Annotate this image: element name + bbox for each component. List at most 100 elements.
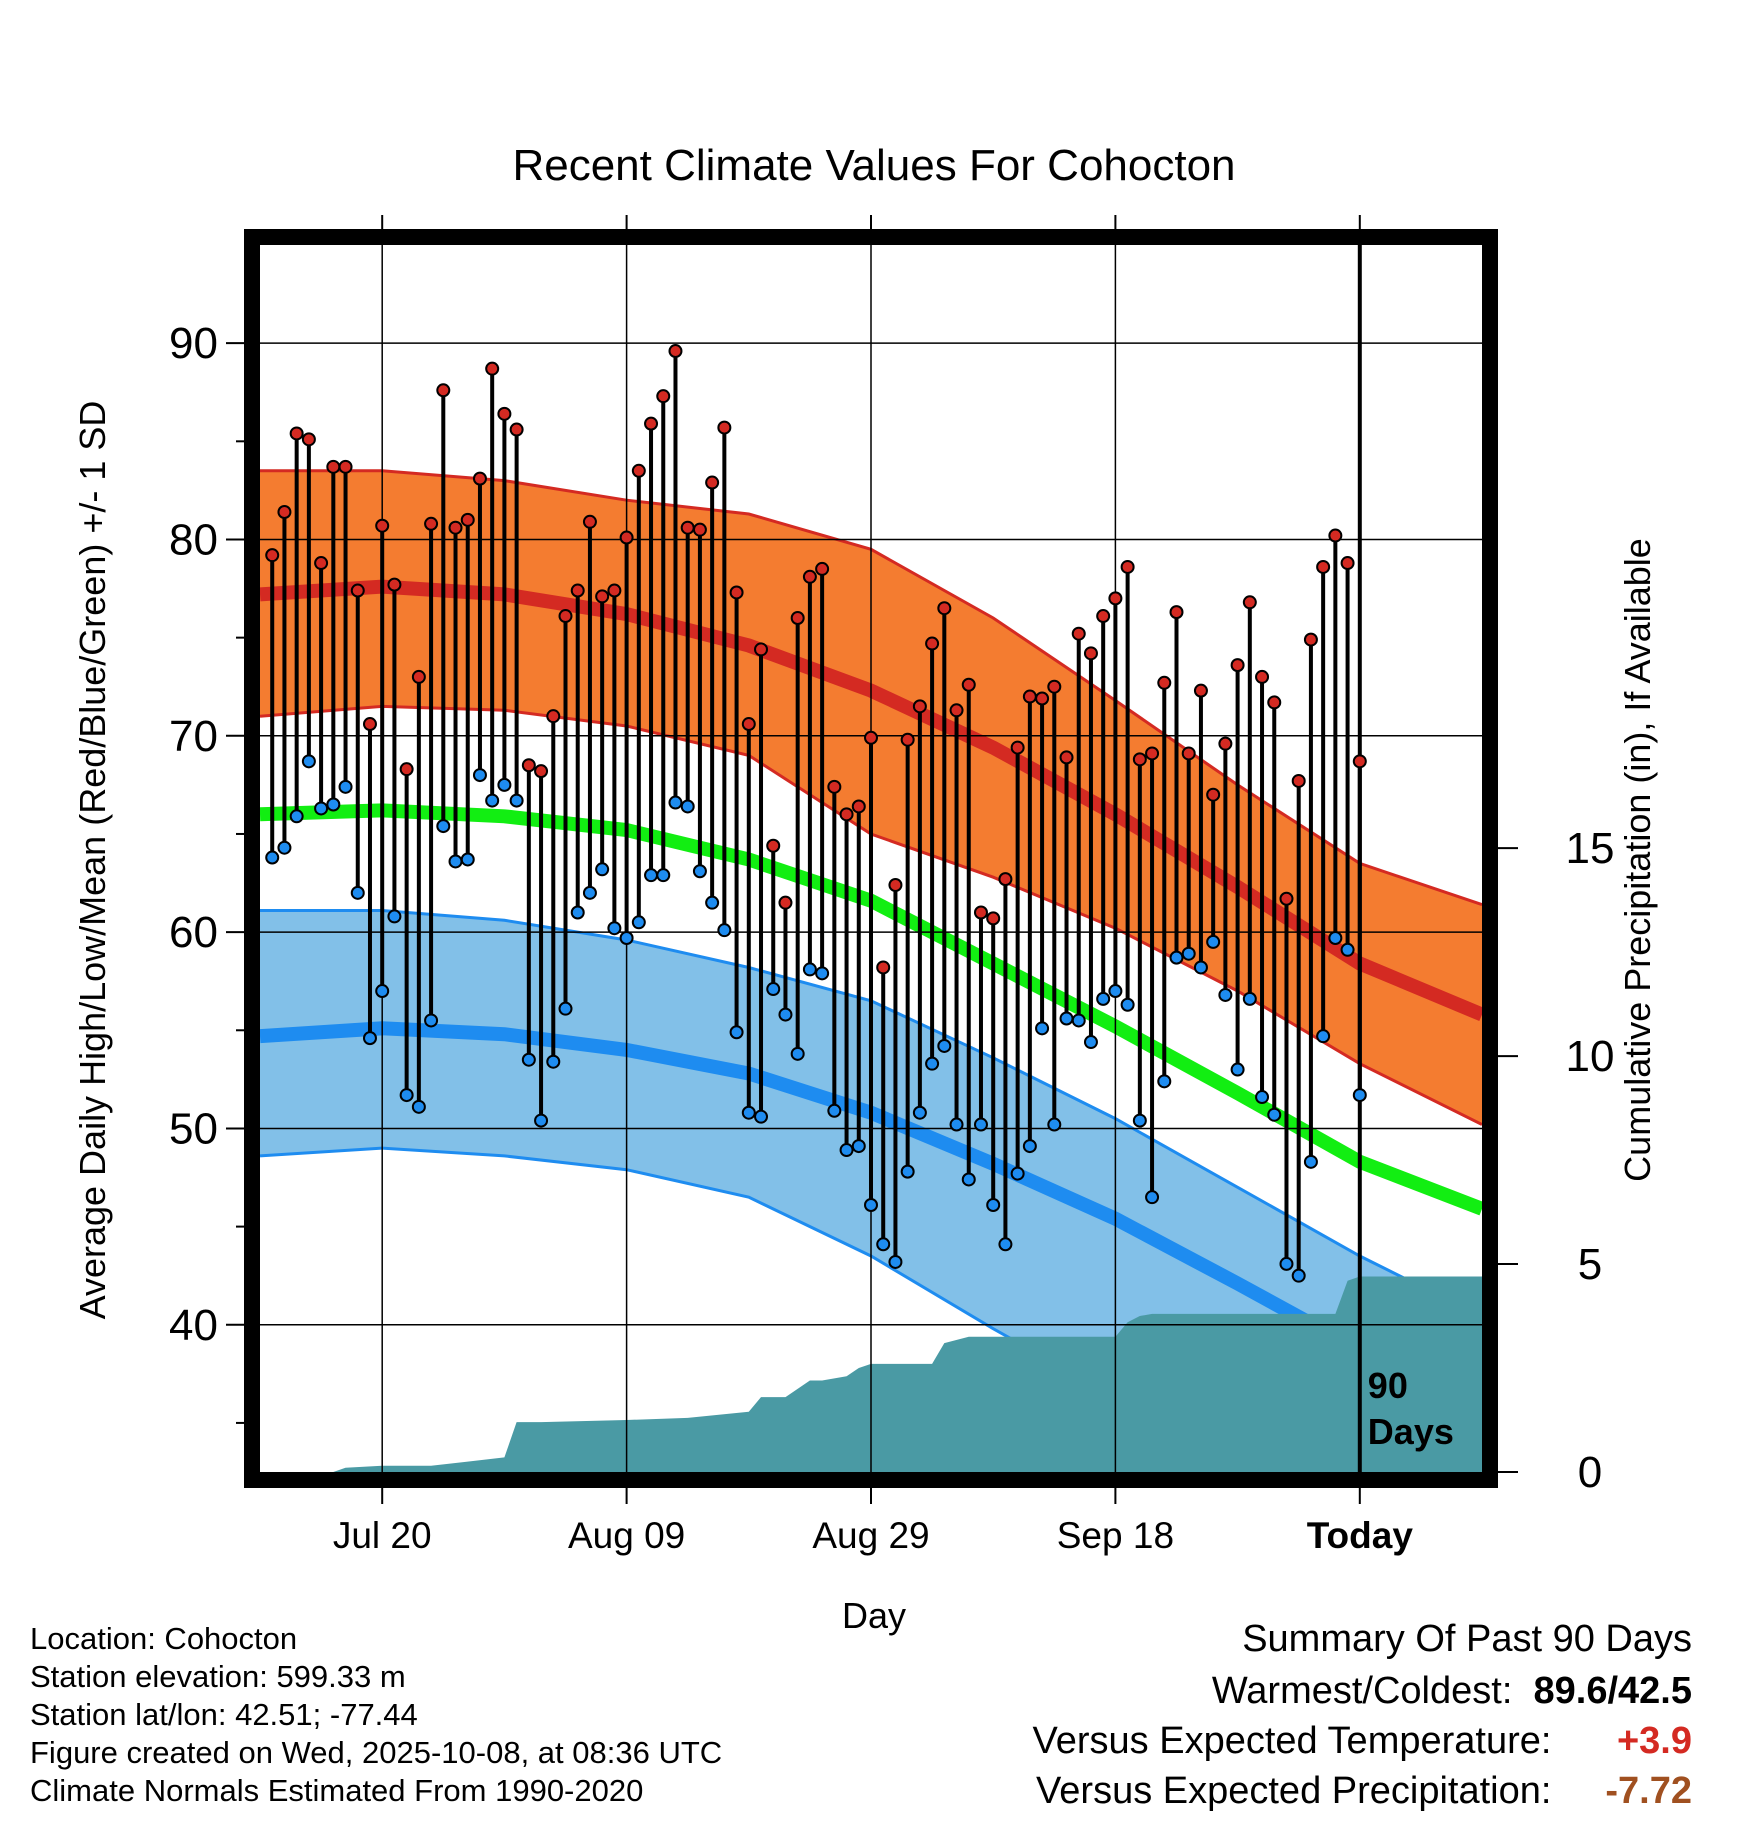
daily-low-point	[717, 923, 732, 938]
daily-low-point	[1193, 960, 1208, 975]
daily-low-point	[1096, 991, 1111, 1006]
x-tick-label: Aug 09	[568, 1515, 685, 1556]
daily-high-point	[790, 611, 805, 626]
daily-low-point	[1255, 1090, 1270, 1105]
daily-low-point	[1157, 1074, 1172, 1089]
daily-low-point	[888, 1254, 903, 1269]
daily-low-point	[1022, 1139, 1037, 1154]
daily-high-point	[1242, 595, 1257, 610]
daily-low-point	[582, 885, 597, 900]
daily-low-point	[338, 779, 353, 794]
y-axis-label: Average Daily High/Low/Mean (Red/Blue/Gr…	[72, 401, 113, 1320]
daily-high-point	[277, 504, 292, 519]
daily-low-point	[326, 797, 341, 812]
y-tick-label: 40	[169, 1301, 218, 1350]
daily-low-point	[314, 801, 329, 816]
y-tick-label: 60	[169, 908, 218, 957]
daily-low-point	[839, 1143, 854, 1158]
daily-high-point	[1352, 754, 1367, 769]
summary-warmest-label: Warmest/Coldest:	[1211, 1670, 1513, 1712]
daily-high-point	[534, 764, 549, 779]
summary-precip-label: Versus Expected Precipitation:	[1036, 1770, 1552, 1812]
daily-high-point	[876, 960, 891, 975]
daily-high-point	[607, 583, 622, 598]
daily-low-point	[1181, 946, 1196, 961]
x-tick-label: Aug 29	[812, 1515, 929, 1556]
daily-low-point	[448, 854, 463, 869]
daily-high-point	[827, 779, 842, 794]
daily-low-point	[949, 1117, 964, 1132]
daily-high-point	[986, 911, 1001, 926]
daily-low-point	[399, 1088, 414, 1103]
x-tick-label: Jul 20	[333, 1515, 432, 1556]
daily-low-point	[986, 1198, 1001, 1213]
daily-high-point	[460, 512, 475, 527]
info-location: Location: Cohocton	[30, 1621, 298, 1656]
daily-low-point	[1267, 1107, 1282, 1122]
daily-low-point	[350, 885, 365, 900]
daily-low-point	[509, 793, 524, 808]
daily-low-point	[1145, 1190, 1160, 1205]
y-tick-label: 80	[169, 515, 218, 564]
daily-high-point	[778, 895, 793, 910]
daily-high-point	[1218, 736, 1233, 751]
chart-title: Recent Climate Values For Cohocton	[512, 141, 1235, 190]
daily-high-point	[1303, 632, 1318, 647]
station-info: Location: Cohocton Station elevation: 59…	[30, 1620, 722, 1810]
daily-low-point	[472, 768, 487, 783]
daily-low-point	[1230, 1062, 1245, 1077]
daily-high-point	[289, 426, 304, 441]
daily-high-point	[472, 471, 487, 486]
daily-low-point	[1340, 942, 1355, 957]
daily-low-point	[925, 1056, 940, 1071]
daily-high-point	[1047, 679, 1062, 694]
daily-high-point	[864, 730, 878, 745]
daily-high-point	[815, 561, 830, 576]
daily-high-point	[1328, 528, 1343, 543]
daily-high-point	[925, 636, 940, 651]
daily-high-point	[692, 522, 707, 537]
daily-low-point	[570, 905, 585, 920]
daily-low-point	[485, 793, 500, 808]
climate-chart: Recent Climate Values For Cohocton 40 50 6…	[72, 141, 1658, 1636]
daily-high-point	[1181, 746, 1196, 761]
daily-low-point	[1291, 1268, 1306, 1283]
daily-low-point	[424, 1013, 439, 1028]
daily-high-point	[851, 799, 866, 814]
daily-low-point	[998, 1237, 1013, 1252]
daily-low-point	[644, 868, 659, 883]
daily-high-point	[448, 520, 463, 535]
daily-low-point	[277, 840, 292, 855]
daily-high-point	[1255, 669, 1270, 684]
daily-low-point	[375, 984, 390, 999]
daily-high-point	[375, 518, 390, 533]
daily-low-point	[497, 777, 512, 792]
daily-low-point	[1206, 934, 1221, 949]
y2-tick-label: 10	[1566, 1032, 1615, 1081]
daily-high-point	[338, 459, 353, 474]
daily-high-point	[1291, 773, 1306, 788]
daily-low-point	[534, 1113, 549, 1128]
daily-high-point	[399, 762, 414, 777]
daily-low-point	[802, 962, 817, 977]
daily-high-point	[301, 432, 316, 447]
daily-high-point	[668, 344, 683, 359]
daily-low-point	[387, 909, 402, 924]
summary-warmest-row: Warmest/Coldest: 89.6/42.5	[1212, 1670, 1692, 1713]
daily-high-point	[326, 459, 341, 474]
y-tick-label: 50	[169, 1104, 218, 1153]
daily-high-point	[1279, 891, 1294, 906]
daily-high-point	[1340, 556, 1355, 571]
daily-low-point	[460, 852, 475, 867]
daily-high-point	[619, 530, 634, 545]
today-window-label-2: Days	[1368, 1411, 1454, 1452]
daily-low-point	[289, 809, 304, 824]
daily-high-point	[1145, 746, 1160, 761]
daily-low-point	[1316, 1029, 1331, 1044]
daily-low-point	[1120, 997, 1135, 1012]
daily-high-point	[595, 589, 610, 604]
daily-low-point	[1303, 1154, 1318, 1169]
daily-high-point	[497, 406, 512, 421]
daily-high-point	[1193, 683, 1208, 698]
daily-high-point	[1022, 689, 1037, 704]
